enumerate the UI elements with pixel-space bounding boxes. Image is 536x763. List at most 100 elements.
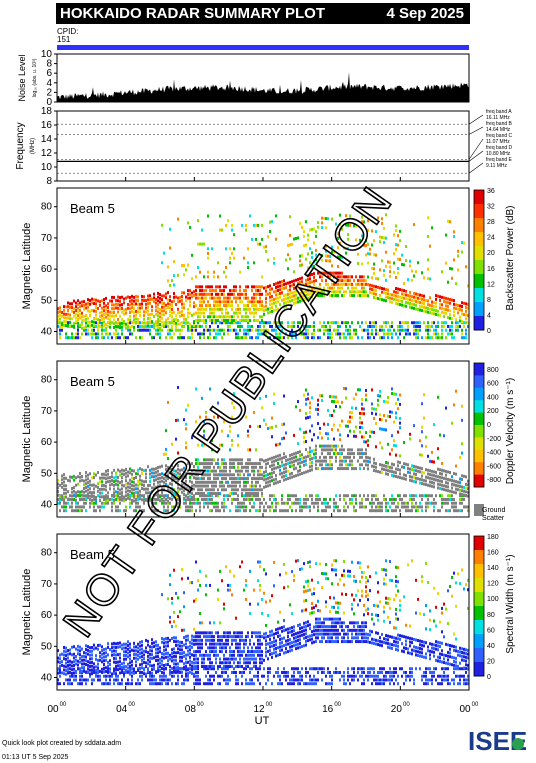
width-cell [129, 670, 131, 674]
velocity-cell [365, 398, 367, 402]
width-cell [143, 668, 145, 672]
power-cell [143, 321, 145, 325]
width-cell [123, 646, 125, 650]
velocity-cell [115, 479, 117, 483]
power-cell [391, 293, 393, 297]
velocity-cell [191, 480, 193, 484]
power-cell [453, 314, 455, 318]
velocity-cell [201, 396, 203, 400]
velocity-cell [205, 484, 207, 488]
velocity-cell [81, 493, 83, 497]
velocity-cell [237, 488, 239, 492]
power-cell [121, 332, 123, 336]
velocity-cell [185, 422, 187, 426]
power-cell [363, 275, 365, 279]
width-cell [171, 659, 173, 663]
velocity-cell [85, 485, 87, 489]
velocity-cell [253, 484, 255, 488]
velocity-cell [313, 452, 315, 456]
velocity-cell [213, 484, 215, 488]
power-cell [361, 282, 363, 286]
width-cell [181, 674, 183, 678]
width-cell [97, 670, 99, 674]
power-cell [341, 279, 343, 283]
power-cell [453, 235, 455, 239]
velocity-cell [127, 481, 129, 485]
power-cell [455, 318, 457, 322]
velocity-cell [79, 472, 81, 476]
power-cell [333, 271, 335, 275]
power-cell [423, 294, 425, 298]
freq-band-freq: 16.11 MHz [486, 115, 510, 121]
velocity-cell [395, 416, 397, 420]
velocity-cell [337, 428, 339, 432]
power-cell [65, 332, 67, 336]
velocity-cell [205, 415, 207, 419]
velocity-cell [119, 497, 121, 501]
power-cell [385, 250, 387, 254]
velocity-cell [187, 492, 189, 496]
velocity-cell [185, 427, 187, 431]
power-cell [129, 328, 131, 332]
velocity-cell [135, 483, 137, 487]
power-cell [339, 290, 341, 294]
velocity-cell [261, 501, 263, 505]
velocity-cell [149, 468, 151, 472]
velocity-cell [77, 505, 79, 509]
velocity-cell [309, 461, 311, 465]
power-cell [215, 296, 217, 300]
power-cell [279, 321, 281, 325]
velocity-cell [243, 484, 245, 488]
velocity-cell [195, 509, 197, 513]
velocity-cell [219, 465, 221, 469]
power-cell [133, 321, 135, 325]
velocity-cell [387, 414, 389, 418]
velocity-cell [85, 470, 87, 474]
velocity-cell [213, 492, 215, 496]
power-cell [447, 280, 449, 284]
velocity-cell [361, 435, 363, 439]
velocity-cell [233, 458, 235, 462]
power-cell [427, 336, 429, 340]
power-cell [307, 328, 309, 332]
width-cell [127, 666, 129, 670]
velocity-cell [235, 497, 237, 501]
velocity-cell [293, 501, 295, 505]
power-cell [59, 321, 61, 325]
power-cell [121, 310, 123, 314]
power-cell [275, 336, 277, 340]
power-cell [81, 300, 83, 304]
velocity-cell [211, 509, 213, 513]
velocity-cell [365, 459, 367, 463]
velocity-cell [167, 469, 169, 473]
velocity-cell [391, 434, 393, 438]
velocity-cell [225, 477, 227, 481]
power-cell [457, 254, 459, 258]
power-cell [313, 283, 315, 287]
power-cell [143, 299, 145, 303]
width-cell [147, 651, 149, 655]
velocity-cell [85, 501, 87, 505]
velocity-cell [163, 494, 165, 498]
velocity-cell [377, 403, 379, 407]
velocity-cell [63, 476, 65, 480]
power-cell [319, 286, 321, 290]
power-cell [219, 304, 221, 308]
velocity-cell [333, 395, 335, 399]
power-cell [113, 332, 115, 336]
velocity-cell [221, 480, 223, 484]
width-cell [177, 662, 179, 666]
velocity-cell [401, 501, 403, 505]
width-cell [139, 670, 141, 674]
power-cell [441, 295, 443, 299]
velocity-cell [307, 451, 309, 455]
power-cell [349, 279, 351, 283]
velocity-cell [249, 494, 251, 498]
power-cell [151, 324, 153, 328]
width-cell [161, 667, 163, 671]
width-cell [109, 682, 111, 686]
power-cell [129, 318, 131, 322]
velocity-cell [437, 486, 439, 490]
width-cell [59, 653, 61, 657]
